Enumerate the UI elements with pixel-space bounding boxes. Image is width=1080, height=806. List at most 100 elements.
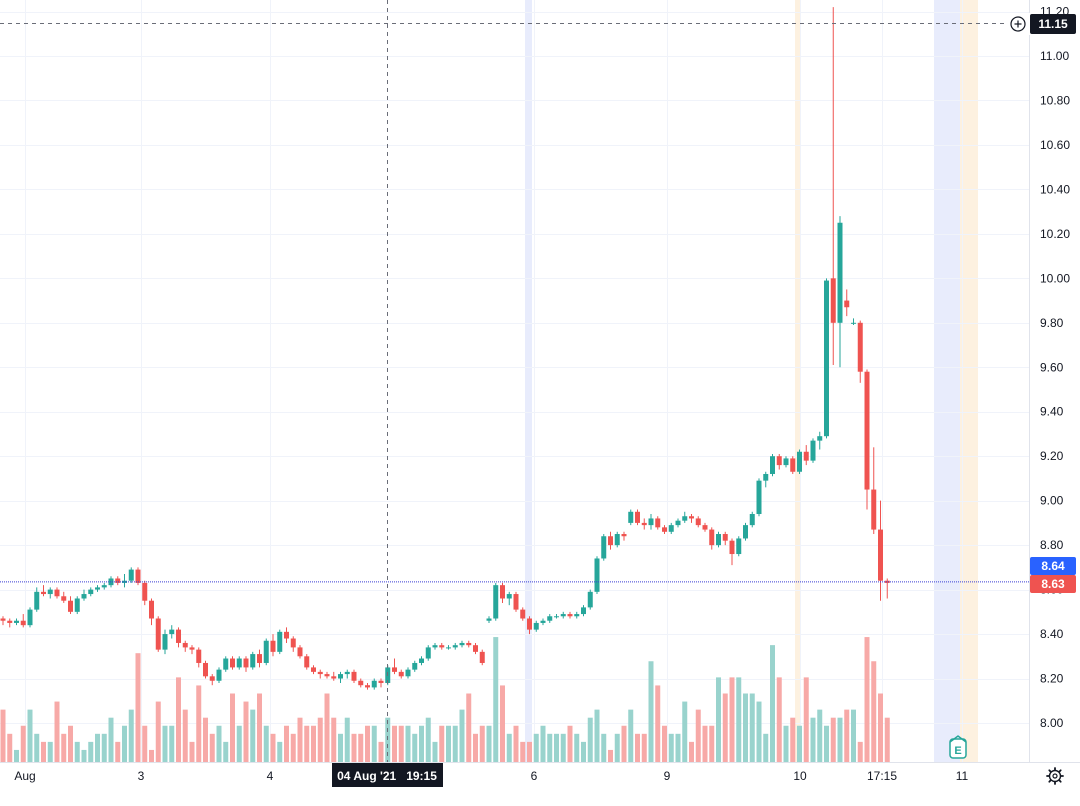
candle-body <box>641 522 647 526</box>
candle <box>884 578 890 599</box>
volume-bar <box>857 741 863 762</box>
candle-body <box>662 527 667 532</box>
candle <box>230 656 235 670</box>
settings-gear-icon[interactable] <box>1046 767 1064 785</box>
volume-bar <box>88 741 94 762</box>
last-price-red-text: 8.63 <box>1041 577 1065 591</box>
candle <box>236 656 242 670</box>
volume-bar <box>810 717 816 762</box>
candle-body <box>851 322 856 324</box>
volume-bar <box>0 709 6 762</box>
candle-body <box>128 569 134 581</box>
volume-bar <box>250 709 256 762</box>
volume-bar <box>189 741 195 762</box>
candle-body <box>27 609 33 626</box>
candle <box>74 596 80 615</box>
candle <box>432 642 438 650</box>
candle <box>817 431 823 450</box>
candle-body <box>824 280 829 437</box>
crosshair-time-label: 04 Aug '21 19:15 <box>332 763 443 787</box>
candle <box>439 642 445 650</box>
candle-body <box>540 620 546 623</box>
candle <box>506 591 512 606</box>
time-tick-label: 3 <box>138 769 145 783</box>
candle <box>41 585 46 597</box>
candle-body <box>41 591 46 595</box>
volume-bar <box>365 725 370 762</box>
candle-body <box>446 647 451 649</box>
candle <box>311 665 316 675</box>
volume-bar <box>304 725 310 762</box>
add-alert-button[interactable] <box>1010 16 1026 32</box>
volume-bar <box>14 749 19 762</box>
candle-body <box>34 591 40 610</box>
volume-bar <box>405 725 411 762</box>
candle <box>223 656 229 672</box>
candle-body <box>0 618 6 621</box>
candle <box>122 574 127 588</box>
candle-body <box>486 618 492 621</box>
candle <box>736 536 742 557</box>
candle <box>486 616 492 623</box>
candle-body <box>425 647 431 659</box>
volume-bar <box>581 741 586 762</box>
candle-body <box>290 638 296 648</box>
volume-bar <box>257 693 262 762</box>
candle-body <box>857 322 863 372</box>
volume-bar <box>520 741 526 762</box>
volume-bar <box>378 741 384 762</box>
grid <box>0 0 1029 762</box>
time-axis[interactable]: Aug 3 4 6 9 10 17:15 11 <box>14 769 968 783</box>
volume-bar <box>513 725 519 762</box>
candle-body <box>675 520 681 526</box>
time-tick-label: 9 <box>664 769 671 783</box>
candle-body <box>689 516 694 519</box>
candle-body <box>304 656 310 668</box>
candle <box>601 534 607 561</box>
candle-body <box>216 669 222 681</box>
volume-bar <box>155 701 161 762</box>
time-tick-label: Aug <box>14 769 35 783</box>
candle-body <box>749 514 755 526</box>
volume-bar <box>635 733 640 762</box>
crosshair-price-label: 11.15 <box>1006 13 1076 35</box>
candle <box>554 614 559 619</box>
candle <box>317 669 323 679</box>
volume-bar <box>763 733 769 762</box>
premarket-band-aug10 <box>795 0 801 762</box>
time-tick-label: 17:15 <box>867 769 897 783</box>
volume-bar <box>844 709 850 762</box>
volume-bar <box>169 725 175 762</box>
candle <box>689 514 694 523</box>
earnings-marker[interactable]: E <box>949 735 967 759</box>
price-tick-label: 10.20 <box>1040 227 1070 241</box>
volume-bar <box>101 733 107 762</box>
volume-bar <box>7 733 13 762</box>
volume-bar <box>473 733 478 762</box>
volume-bar <box>338 733 343 762</box>
candle <box>668 522 674 535</box>
candle-body <box>331 676 337 679</box>
price-tick-label: 9.40 <box>1040 405 1064 419</box>
candle <box>722 531 728 546</box>
volume-bar <box>675 733 681 762</box>
volume-bar <box>776 677 782 762</box>
volume-bar <box>864 637 870 762</box>
candle <box>20 614 26 628</box>
candle-body <box>736 538 742 555</box>
volume-bar <box>560 733 566 762</box>
candle <box>587 589 593 610</box>
candle <box>257 649 262 668</box>
price-axis[interactable]: 8.008.208.408.608.809.009.209.409.609.80… <box>1040 5 1070 730</box>
candle <box>14 618 19 626</box>
volume-bar <box>851 709 856 762</box>
candle <box>176 627 181 648</box>
candle <box>263 638 269 666</box>
candle-body <box>392 667 397 672</box>
volume-bar <box>223 741 229 762</box>
candle-body <box>162 634 168 650</box>
volume-bar <box>182 709 188 762</box>
candle-body <box>878 529 883 581</box>
